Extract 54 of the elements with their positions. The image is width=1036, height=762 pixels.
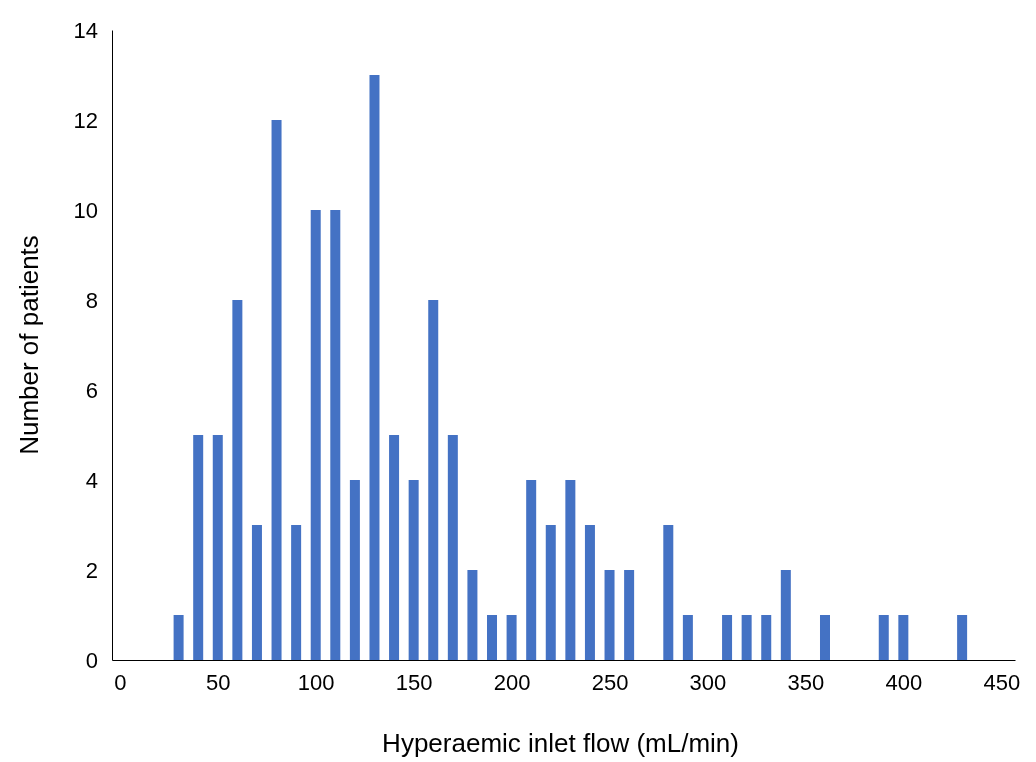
bar (349, 480, 360, 660)
bar (408, 480, 419, 660)
bar (506, 615, 517, 660)
bar (545, 525, 556, 660)
y-tick-label: 12 (73, 107, 98, 133)
bar (447, 435, 458, 660)
bar (898, 615, 909, 660)
x-tick-label: 200 (493, 669, 531, 695)
x-tick-label: 350 (787, 669, 825, 695)
y-tick-label: 8 (85, 287, 98, 313)
bar (173, 615, 184, 660)
bar (428, 300, 439, 660)
bar (467, 570, 478, 660)
x-tick-label: 100 (297, 669, 335, 695)
y-tick-label: 10 (73, 197, 98, 223)
bar (271, 120, 282, 660)
y-axis-title: Number of patients (14, 235, 44, 455)
bar (565, 480, 576, 660)
bar (761, 615, 772, 660)
bar (780, 570, 791, 660)
x-tick-label: 400 (885, 669, 923, 695)
y-tick-label: 14 (73, 17, 98, 43)
bar (741, 615, 752, 660)
bar (722, 615, 733, 660)
bar (193, 435, 204, 660)
bar (878, 615, 889, 660)
bar (820, 615, 830, 660)
bar (957, 615, 968, 660)
x-tick-label: 50 (206, 669, 231, 695)
bar (369, 75, 380, 660)
bar (584, 525, 595, 660)
x-tick-label: 450 (983, 669, 1021, 695)
bar (330, 210, 341, 660)
bar (663, 525, 674, 660)
bar (487, 615, 497, 660)
bar (604, 570, 615, 660)
y-tick-label: 4 (85, 467, 98, 493)
bar (212, 435, 223, 660)
x-tick-label: 150 (395, 669, 433, 695)
bar (389, 435, 400, 660)
x-tick-label: 250 (591, 669, 629, 695)
bar (232, 300, 243, 660)
x-tick-label: 0 (114, 669, 127, 695)
y-tick-label: 0 (85, 647, 98, 673)
bar (310, 210, 321, 660)
x-tick-label: 300 (689, 669, 727, 695)
y-tick-label: 6 (85, 377, 98, 403)
y-tick-label: 2 (85, 557, 98, 583)
bar (251, 525, 262, 660)
x-axis-title: Hyperaemic inlet flow (mL/min) (382, 728, 739, 758)
bar (624, 570, 635, 660)
bar (526, 480, 537, 660)
bar (291, 525, 302, 660)
bar (682, 615, 693, 660)
